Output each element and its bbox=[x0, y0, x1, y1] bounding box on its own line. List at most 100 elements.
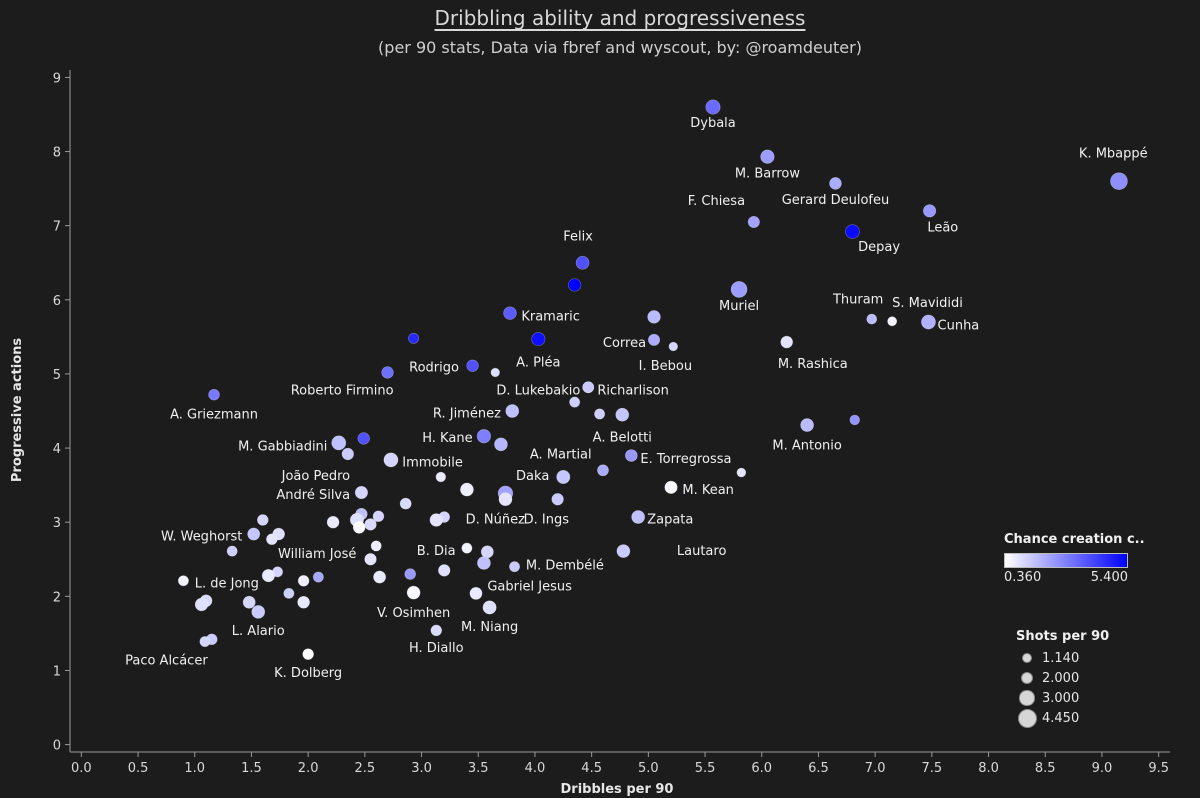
data-point[interactable]: A. Griezmann bbox=[208, 388, 220, 401]
data-point[interactable]: S. Mavididi bbox=[887, 316, 898, 327]
data-point[interactable] bbox=[404, 568, 416, 580]
data-point[interactable]: Felix bbox=[575, 255, 590, 270]
data-point[interactable] bbox=[226, 545, 238, 557]
point-label: A. Martial bbox=[530, 447, 592, 462]
point-label: D. Núñez bbox=[466, 513, 525, 528]
point-label: W. Weghorst bbox=[161, 530, 242, 545]
data-point[interactable] bbox=[357, 432, 370, 445]
data-point[interactable] bbox=[480, 545, 494, 559]
data-point[interactable]: M. Rashica bbox=[780, 335, 793, 349]
data-points[interactable]: K. Mbappé Dybala M. Barrow Gerard Deulofeu F… bbox=[177, 99, 1128, 660]
data-point[interactable]: K. Dolberg bbox=[302, 648, 314, 660]
data-point[interactable]: V. Osimhen bbox=[406, 585, 421, 600]
data-point[interactable] bbox=[494, 437, 508, 452]
data-point[interactable] bbox=[408, 332, 420, 344]
data-point[interactable] bbox=[399, 497, 412, 510]
x-tick-label: 5.0 bbox=[638, 761, 659, 776]
data-point[interactable]: Zapata bbox=[631, 510, 645, 524]
data-point[interactable]: Dybala bbox=[705, 99, 721, 115]
data-point[interactable]: Richarlison bbox=[582, 381, 595, 394]
data-point[interactable] bbox=[429, 513, 443, 527]
data-point[interactable]: M. Niang bbox=[482, 600, 497, 615]
data-point[interactable] bbox=[490, 367, 500, 378]
data-point[interactable] bbox=[849, 414, 860, 426]
data-point[interactable] bbox=[364, 518, 377, 531]
data-point[interactable]: M. Dembélé bbox=[509, 561, 521, 573]
point-labels: K. Mbappé Dybala M. Barrow Gerard Deulofeu F… bbox=[125, 116, 1148, 681]
point-label: L. de Jong bbox=[195, 576, 259, 591]
data-point[interactable] bbox=[594, 408, 606, 420]
data-point[interactable]: D. Ings bbox=[551, 493, 564, 506]
data-point[interactable] bbox=[297, 575, 310, 587]
data-point[interactable] bbox=[283, 587, 295, 599]
point-label: William José bbox=[278, 547, 356, 562]
data-point[interactable]: Leão bbox=[923, 204, 937, 218]
data-point[interactable]: H. Kane bbox=[476, 429, 492, 444]
data-point[interactable]: Daka bbox=[556, 470, 571, 484]
data-point[interactable] bbox=[498, 492, 513, 507]
data-point[interactable] bbox=[460, 482, 474, 497]
data-point[interactable]: H. Diallo bbox=[430, 624, 443, 637]
data-point[interactable] bbox=[370, 540, 382, 552]
data-point[interactable]: I. Bebou bbox=[668, 341, 678, 352]
point-label: Lautaro bbox=[677, 544, 727, 559]
data-point[interactable]: M. Gabbiadini bbox=[331, 435, 347, 451]
data-point[interactable]: Paco Alcácer bbox=[199, 636, 211, 648]
data-point[interactable] bbox=[297, 595, 310, 609]
data-point[interactable]: Muriel bbox=[730, 281, 748, 298]
data-point[interactable]: Roberto Firmino bbox=[381, 366, 394, 379]
data-point[interactable]: F. Chiesa bbox=[747, 215, 760, 228]
x-tick-label: 8.5 bbox=[1035, 761, 1056, 776]
data-point[interactable]: Thuram bbox=[866, 313, 878, 325]
data-point[interactable]: André Silva bbox=[354, 485, 369, 500]
data-point[interactable] bbox=[194, 597, 209, 612]
data-point[interactable] bbox=[372, 510, 385, 523]
point-label: André Silva bbox=[276, 488, 350, 503]
data-point[interactable]: B. Dia bbox=[461, 542, 473, 554]
data-point[interactable]: Gerard Deulofeu bbox=[829, 177, 842, 190]
data-point[interactable]: E. Torregrossa bbox=[625, 449, 638, 462]
data-point[interactable]: Kramaric bbox=[503, 306, 517, 320]
point-label: B. Dia bbox=[417, 544, 456, 559]
data-point[interactable]: Depay bbox=[845, 224, 860, 239]
y-tick-label: 3 bbox=[53, 516, 61, 531]
size-legend-dot bbox=[1017, 708, 1037, 728]
data-point[interactable]: Gabriel Jesus bbox=[469, 586, 483, 600]
data-point[interactable] bbox=[312, 571, 324, 583]
data-point[interactable] bbox=[261, 569, 276, 583]
data-point[interactable] bbox=[373, 570, 387, 584]
data-point[interactable]: K. Mbappé bbox=[1110, 172, 1128, 190]
data-point[interactable] bbox=[266, 533, 278, 545]
data-point[interactable] bbox=[568, 278, 582, 292]
data-point[interactable] bbox=[326, 515, 340, 529]
data-point[interactable]: M. Kean bbox=[664, 480, 678, 494]
data-point[interactable] bbox=[438, 564, 451, 577]
data-point[interactable]: Correa bbox=[648, 333, 661, 346]
data-point[interactable]: M. Antonio bbox=[800, 418, 814, 432]
data-point[interactable] bbox=[647, 310, 661, 324]
data-point[interactable] bbox=[477, 556, 491, 570]
point-label: S. Mavididi bbox=[892, 296, 963, 311]
data-point[interactable]: R. Jiménez bbox=[505, 404, 520, 418]
data-point[interactable]: L. Alario bbox=[251, 605, 266, 619]
data-point[interactable] bbox=[257, 514, 269, 526]
data-point[interactable]: Rodrigo bbox=[466, 359, 479, 372]
data-point[interactable]: W. Weghorst bbox=[247, 527, 261, 541]
data-point[interactable]: A. Belotti bbox=[615, 407, 630, 422]
data-point[interactable]: Lautaro bbox=[616, 544, 631, 558]
data-point[interactable]: Immobile bbox=[383, 452, 399, 468]
point-label: L. Alario bbox=[232, 624, 285, 639]
data-point[interactable]: M. Barrow bbox=[760, 149, 775, 164]
data-point[interactable]: João Pedro bbox=[435, 471, 447, 483]
data-point[interactable]: William José bbox=[364, 553, 377, 566]
data-point[interactable]: Cunha bbox=[921, 314, 936, 330]
data-point[interactable] bbox=[352, 521, 366, 534]
data-point[interactable] bbox=[341, 447, 354, 461]
data-point[interactable]: A. Pléa bbox=[531, 332, 546, 347]
data-point[interactable] bbox=[242, 595, 256, 609]
data-point[interactable]: L. de Jong bbox=[177, 575, 189, 587]
data-point[interactable] bbox=[736, 467, 747, 478]
data-point[interactable]: A. Martial bbox=[597, 464, 609, 477]
data-point[interactable] bbox=[569, 396, 581, 408]
